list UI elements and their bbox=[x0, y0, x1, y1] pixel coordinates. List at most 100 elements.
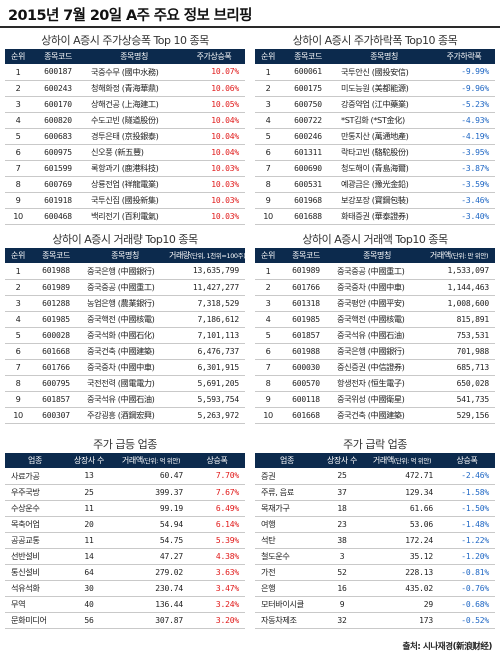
code-cell: 600307 bbox=[31, 407, 81, 424]
code-cell: 600975 bbox=[31, 144, 85, 161]
amount-cell: 53.06 bbox=[365, 516, 439, 533]
col-sector: 업종 bbox=[255, 453, 319, 468]
col-rank: 순위 bbox=[5, 49, 31, 64]
table-row: 4 600722 *ST김화 (*ST金化) -4.93% bbox=[255, 112, 495, 129]
code-cell: 601311 bbox=[281, 144, 335, 161]
name-cell: 청도해이 (青島海爾) bbox=[335, 160, 433, 177]
amount-cell: 29 bbox=[365, 596, 439, 613]
amount-cell: 472.71 bbox=[365, 468, 439, 485]
table-row: 2 600243 청해화정 (青海華鼎) 10.06% bbox=[5, 80, 245, 97]
rank-cell: 3 bbox=[5, 295, 31, 312]
amount-cell: 228.13 bbox=[365, 564, 439, 581]
code-cell: 600246 bbox=[281, 128, 335, 145]
name-cell: 중국중공 (中國重工) bbox=[331, 263, 423, 280]
value-cell: 10.04% bbox=[183, 128, 245, 145]
amount-cell: 279.02 bbox=[113, 564, 189, 581]
value-cell: 10.03% bbox=[183, 192, 245, 209]
code-cell: 600683 bbox=[31, 128, 85, 145]
table-row: 3 601318 중국평안 (中國平安) 1,008,600 bbox=[255, 295, 495, 312]
name-cell: 중국건축 (中國建築) bbox=[331, 407, 423, 424]
amount-cell: 35.12 bbox=[365, 548, 439, 565]
code-cell: 601988 bbox=[31, 263, 81, 280]
value-cell: 13,635,799 bbox=[169, 263, 245, 280]
col-change: 상승폭 bbox=[189, 453, 245, 468]
name-cell: 신오풍 (新五豐) bbox=[85, 144, 183, 161]
count-cell: 23 bbox=[319, 516, 365, 533]
name-cell: 록항과기 (鹿港科技) bbox=[85, 160, 183, 177]
name-cell: *ST김화 (*ST金化) bbox=[335, 112, 433, 129]
rank-cell: 9 bbox=[255, 192, 281, 209]
code-cell: 601318 bbox=[281, 295, 331, 312]
table-row: 1 601989 중국중공 (中國重工) 1,533,097 bbox=[255, 263, 495, 280]
code-cell: 600570 bbox=[281, 375, 331, 392]
code-cell: 601988 bbox=[281, 343, 331, 360]
count-cell: 16 bbox=[319, 580, 365, 597]
rank-cell: 1 bbox=[5, 263, 31, 280]
name-cell: 예광금은 (豫光金鉛) bbox=[335, 176, 433, 193]
sector-cell: 여행 bbox=[255, 516, 319, 533]
count-cell: 38 bbox=[319, 532, 365, 549]
sector-cell: 주류, 음료 bbox=[255, 484, 319, 501]
name-cell: 상룡전업 (祥龍電業) bbox=[85, 176, 183, 193]
col-amount: 거래액(단위: 만 위안) bbox=[423, 248, 495, 263]
top-losers-panel: 상하이 A증시 주가하락폭 Top10 종목 순위 종목코드 종목명칭 주가하락… bbox=[255, 33, 495, 225]
rank-cell: 1 bbox=[255, 263, 281, 280]
sector-cell: 목축어업 bbox=[5, 516, 65, 533]
code-cell: 601766 bbox=[281, 279, 331, 296]
count-cell: 3 bbox=[319, 548, 365, 565]
col-rank: 순위 bbox=[255, 248, 281, 263]
col-name: 종목명칭 bbox=[81, 248, 169, 263]
top-losers-table: 순위 종목코드 종목명칭 주가하락폭 1 600061 국투안신 (國投安信) -9.… bbox=[255, 49, 495, 225]
sector-cell: 자동차제조 bbox=[255, 612, 319, 629]
name-cell: 백리전기 (百利電氣) bbox=[85, 208, 183, 225]
count-cell: 52 bbox=[319, 564, 365, 581]
table-row: 4 600820 수도고빈 (隧道股份) 10.04% bbox=[5, 112, 245, 129]
rank-cell: 3 bbox=[255, 96, 281, 113]
top-volume-panel: 상하이 A증시 거래량 Top10 종목 순위 종목코드 종목명칭 거래량(단위… bbox=[5, 232, 245, 424]
table-row: 가전 52 228.13 -0.81% bbox=[255, 564, 495, 581]
table-row: 9 601918 국투신집 (國投新集) 10.03% bbox=[5, 192, 245, 209]
rank-cell: 2 bbox=[255, 279, 281, 296]
value-cell: 753,531 bbox=[423, 327, 495, 344]
rank-cell: 2 bbox=[5, 80, 31, 97]
amount-cell: 435.02 bbox=[365, 580, 439, 597]
table-row: 7 600030 중신증권 (中信證券) 685,713 bbox=[255, 359, 495, 376]
count-cell: 9 bbox=[319, 596, 365, 613]
sector-cell: 석유석화 bbox=[5, 580, 65, 597]
source-credit: 출처: 시나재경(新浪财经) bbox=[402, 642, 493, 652]
change-cell: -1.22% bbox=[439, 532, 495, 549]
rank-cell: 5 bbox=[5, 128, 31, 145]
col-amount: 거래액(단위: 억 위안) bbox=[365, 453, 439, 468]
table-row: 자동차제조 32 173 -0.52% bbox=[255, 612, 495, 629]
change-cell: -0.52% bbox=[439, 612, 495, 629]
table-row: 수상운수 11 99.19 6.49% bbox=[5, 500, 245, 517]
table-row: 철도운수 3 35.12 -1.20% bbox=[255, 548, 495, 565]
sector-losers-table: 업종 상장사 수 거래액(단위: 억 위안) 상승폭 증권 25 472.71 -2.… bbox=[255, 453, 495, 629]
amount-cell: 129.34 bbox=[365, 484, 439, 501]
value-cell: 5,593,754 bbox=[169, 391, 245, 408]
name-cell: 수도고빈 (隧道股份) bbox=[85, 112, 183, 129]
table-row: 문화미디어 56 307.87 3.20% bbox=[5, 612, 245, 629]
rank-cell: 2 bbox=[5, 279, 31, 296]
count-cell: 40 bbox=[65, 596, 113, 613]
table-row: 1 601988 중국은행 (中國銀行) 13,635,799 bbox=[5, 263, 245, 280]
count-cell: 37 bbox=[319, 484, 365, 501]
value-cell: 1,144,463 bbox=[423, 279, 495, 296]
name-cell: 중국석화 (中國石化) bbox=[81, 327, 169, 344]
rank-cell: 2 bbox=[255, 80, 281, 97]
code-cell: 601688 bbox=[281, 208, 335, 225]
sector-cell: 선반설비 bbox=[5, 548, 65, 565]
code-cell: 600028 bbox=[31, 327, 81, 344]
rank-cell: 10 bbox=[5, 407, 31, 424]
table-row: 3 600170 상해건공 (上海建工) 10.05% bbox=[5, 96, 245, 113]
col-amount-label: 거래액 bbox=[372, 456, 394, 465]
change-cell: 7.70% bbox=[189, 468, 245, 485]
table-row: 1 600187 국중수무 (國中水務) 10.07% bbox=[5, 64, 245, 81]
rank-cell: 10 bbox=[255, 208, 281, 225]
value-cell: -3.87% bbox=[433, 160, 495, 177]
name-cell: 중국핵전 (中國核電) bbox=[81, 311, 169, 328]
code-cell: 600750 bbox=[281, 96, 335, 113]
rank-cell: 8 bbox=[255, 375, 281, 392]
value-cell: 10.06% bbox=[183, 80, 245, 97]
change-cell: 3.20% bbox=[189, 612, 245, 629]
